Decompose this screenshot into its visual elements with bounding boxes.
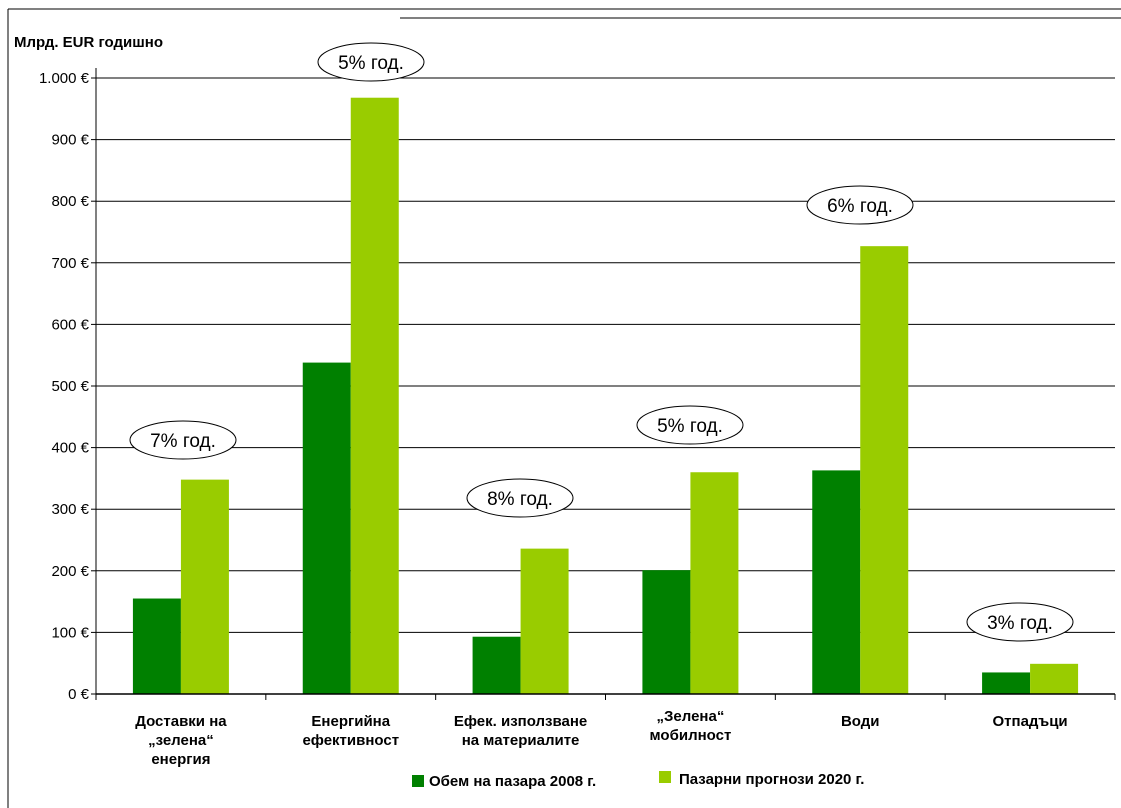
category-label: Енергийна ефективност xyxy=(302,713,399,749)
y-tick-label: 500 € xyxy=(51,378,89,395)
annotation-text: 7% год. xyxy=(150,431,216,452)
bar-2008-4 xyxy=(812,470,861,694)
growth-annotations: 7% год. 5% год. 8% год. 5% год. 6% год. 3% го… xyxy=(129,42,1074,642)
legend-swatch-2008 xyxy=(412,775,424,787)
y-tick-label: 100 € xyxy=(51,624,89,641)
annotation-ellipse xyxy=(129,420,237,460)
bar-2020-3 xyxy=(690,472,739,694)
bar-2008-0 xyxy=(132,598,181,694)
y-tick-label: 600 € xyxy=(51,316,89,333)
bar-2020-2 xyxy=(520,548,569,694)
gridlines xyxy=(91,77,1115,695)
bar-2008-5 xyxy=(982,672,1031,694)
annotation-ellipse xyxy=(317,42,425,82)
y-tick-label: 900 € xyxy=(51,132,89,149)
category-label: Води xyxy=(841,713,880,730)
category-label: „Зелена“ мобилност xyxy=(650,708,732,744)
annotation-text: 8% год. xyxy=(487,489,553,510)
category-label: Доставки на „зелена“ енергия xyxy=(135,713,227,768)
growth-annotation: 5% год. xyxy=(636,405,744,445)
annotation-text: 5% год. xyxy=(657,416,723,437)
growth-annotation: 7% год. xyxy=(129,420,237,460)
y-tick-labels: 0 € 100 € 200 € 300 € 400 € 500 € 600 € 700 € 80… xyxy=(39,70,90,703)
axes xyxy=(95,68,1116,700)
y-tick-label: 800 € xyxy=(51,193,89,210)
bar-2020-5 xyxy=(1030,663,1079,694)
bars xyxy=(132,97,1079,695)
legend: Обем на пазара 2008 г. Пазарни прогнози … xyxy=(412,771,864,790)
bar-2008-3 xyxy=(642,570,691,694)
annotation-ellipse xyxy=(966,602,1074,642)
y-tick-label: 0 € xyxy=(68,686,90,703)
bar-2008-2 xyxy=(472,636,521,694)
y-tick-label: 200 € xyxy=(51,563,89,580)
annotation-ellipse xyxy=(636,405,744,445)
annotation-ellipse xyxy=(806,185,914,225)
legend-label-2020: Пазарни прогнози 2020 г. xyxy=(679,771,864,788)
annotation-text: 3% год. xyxy=(987,613,1053,634)
category-label: Ефек. използване на материалите xyxy=(454,713,587,749)
y-tick-label: 300 € xyxy=(51,501,89,518)
y-tick-label: 700 € xyxy=(51,255,89,272)
legend-swatch-2020 xyxy=(659,771,671,783)
growth-annotation: 6% год. xyxy=(806,185,914,225)
annotation-text: 6% год. xyxy=(827,196,893,217)
y-axis-label: Млрд. EUR годишно xyxy=(14,34,163,51)
bar-2020-0 xyxy=(180,479,229,694)
growth-annotation: 3% год. xyxy=(966,602,1074,642)
bar-2008-1 xyxy=(302,362,351,694)
y-tick-label: 1.000 € xyxy=(39,70,90,87)
legend-label-2008: Обем на пазара 2008 г. xyxy=(429,773,596,790)
category-labels: Доставки на „зелена“ енергия Енергийна ефект… xyxy=(135,708,1067,768)
annotation-ellipse xyxy=(466,478,574,518)
growth-annotation: 5% год. xyxy=(317,42,425,82)
annotation-text: 5% год. xyxy=(338,53,404,74)
y-tick-label: 400 € xyxy=(51,440,89,457)
category-label: Отпадъци xyxy=(993,713,1068,730)
bar-2020-4 xyxy=(860,246,909,694)
bar-2020-1 xyxy=(350,97,399,695)
growth-annotation: 8% год. xyxy=(466,478,574,518)
